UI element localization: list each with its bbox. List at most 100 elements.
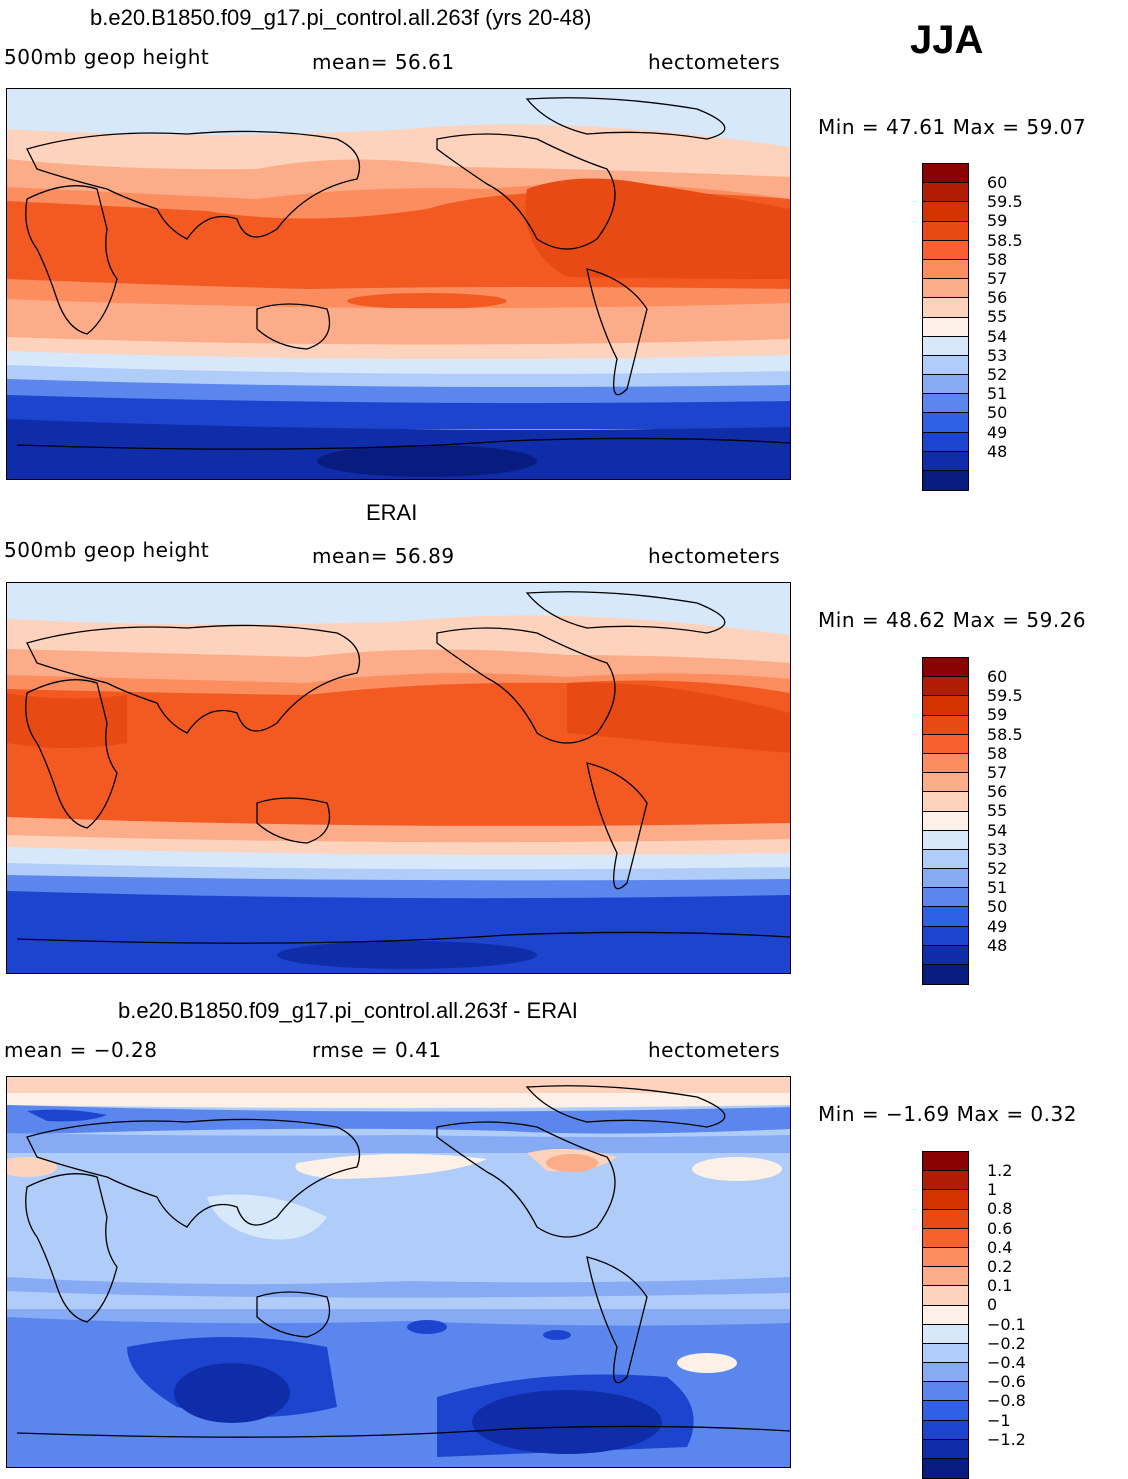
colorbar-swatch bbox=[923, 183, 968, 203]
colorbar-tick-label: 1 bbox=[987, 1180, 998, 1200]
panel2-minmax: Min = 48.62 Max = 59.26 bbox=[818, 608, 1087, 632]
panel3-units-label: hectometers bbox=[648, 1038, 781, 1062]
colorbar-swatch bbox=[923, 1247, 968, 1268]
colorbar-swatch bbox=[923, 888, 968, 908]
colorbar-tick-label: 60 bbox=[987, 173, 1008, 192]
colorbar-swatch bbox=[923, 965, 968, 985]
colorbar-swatch bbox=[923, 1382, 968, 1402]
panel1-map bbox=[6, 88, 791, 480]
colorbar-swatch bbox=[923, 811, 968, 831]
panel2-coastlines bbox=[16, 591, 790, 944]
colorbar-tick-label: 56 bbox=[987, 288, 1008, 308]
colorbar-swatch bbox=[923, 1343, 968, 1364]
colorbar-tick-label: 59 bbox=[987, 211, 1008, 231]
colorbar-tick-label: 0.1 bbox=[987, 1276, 1013, 1296]
colorbar-swatch bbox=[923, 849, 968, 870]
colorbar-tick-label: 58 bbox=[987, 743, 1008, 763]
panel3-map-svg bbox=[7, 1077, 790, 1467]
colorbar-swatch bbox=[923, 830, 968, 850]
colorbar-tick-label: 59.5 bbox=[987, 192, 1023, 212]
colorbar-tick-label: 54 bbox=[987, 820, 1008, 840]
colorbar-swatch bbox=[923, 1286, 968, 1306]
colorbar-tick-label: 59 bbox=[987, 705, 1008, 725]
colorbar-swatch bbox=[923, 773, 968, 793]
colorbar-swatch bbox=[923, 1420, 968, 1440]
colorbar-tick-label: 58.5 bbox=[987, 724, 1023, 744]
colorbar-tick-label: 55 bbox=[987, 307, 1008, 327]
colorbar-swatch bbox=[923, 1190, 968, 1210]
panel3-rmse-label: rmse = 0.41 bbox=[312, 1038, 442, 1062]
colorbar-tick-label: −0.1 bbox=[987, 1314, 1026, 1334]
colorbar-swatch bbox=[923, 715, 968, 735]
panel1-map-svg bbox=[7, 89, 790, 479]
colorbar-swatch bbox=[923, 1305, 968, 1325]
colorbar-swatch bbox=[923, 658, 968, 678]
colorbar-tick-label: 49 bbox=[987, 422, 1008, 442]
colorbar-tick-label: 48 bbox=[987, 935, 1008, 955]
colorbar-tick-label: 51 bbox=[987, 384, 1008, 404]
panel1-mean-label: mean= 56.61 bbox=[312, 50, 455, 74]
panel3-minmax: Min = −1.69 Max = 0.32 bbox=[818, 1102, 1077, 1126]
colorbar-tick-label: −0.2 bbox=[987, 1333, 1026, 1353]
colorbar-swatch bbox=[923, 1152, 968, 1172]
season-label: JJA bbox=[910, 18, 984, 62]
colorbar-tick-label: 58.5 bbox=[987, 230, 1023, 250]
colorbar-tick-label: 54 bbox=[987, 326, 1008, 346]
colorbar-swatch bbox=[923, 394, 968, 414]
colorbar-swatch bbox=[923, 1459, 968, 1479]
panel3-title: b.e20.B1850.f09_g17.pi_control.all.263f … bbox=[118, 998, 578, 1023]
colorbar-tick-label: 58 bbox=[987, 249, 1008, 269]
panel2-map bbox=[6, 582, 791, 974]
colorbar-swatch bbox=[923, 753, 968, 774]
colorbar-swatch bbox=[923, 279, 968, 299]
colorbar-tick-label: 0.2 bbox=[987, 1257, 1013, 1276]
colorbar-swatch bbox=[923, 336, 968, 356]
colorbar-swatch bbox=[923, 696, 968, 716]
colorbar-swatch bbox=[923, 677, 968, 697]
colorbar-swatch bbox=[923, 1439, 968, 1459]
colorbar-tick-label: 50 bbox=[987, 403, 1008, 423]
colorbar-swatch bbox=[923, 945, 968, 965]
panel3-colorbar bbox=[922, 1151, 969, 1479]
colorbar-swatch bbox=[923, 734, 968, 754]
colorbar-tick-label: 0 bbox=[987, 1295, 998, 1315]
colorbar-tick-label: 0.6 bbox=[987, 1218, 1013, 1238]
colorbar-swatch bbox=[923, 355, 968, 376]
colorbar-swatch bbox=[923, 926, 968, 946]
colorbar-tick-label: 60 bbox=[987, 667, 1008, 686]
panel1-colorbar bbox=[922, 163, 969, 492]
colorbar-swatch bbox=[923, 869, 968, 889]
colorbar-swatch bbox=[923, 1171, 968, 1191]
colorbar-tick-label: 53 bbox=[987, 345, 1008, 365]
colorbar-tick-label: 55 bbox=[987, 801, 1008, 821]
panel3-mean-label: mean = −0.28 bbox=[4, 1038, 158, 1062]
panel1-coastlines bbox=[16, 97, 790, 450]
colorbar-tick-label: −0.4 bbox=[987, 1353, 1026, 1372]
colorbar-tick-label: 57 bbox=[987, 269, 1008, 288]
colorbar-tick-label: 50 bbox=[987, 897, 1008, 917]
colorbar-swatch bbox=[923, 1228, 968, 1248]
colorbar-tick-label: 59.5 bbox=[987, 686, 1023, 706]
colorbar-swatch bbox=[923, 240, 968, 260]
panel3-coastlines bbox=[16, 1085, 790, 1438]
panel2-units-label: hectometers bbox=[648, 544, 781, 568]
colorbar-tick-label: −0.8 bbox=[987, 1391, 1026, 1411]
colorbar-swatch bbox=[923, 259, 968, 280]
colorbar-swatch bbox=[923, 1267, 968, 1287]
colorbar-tick-label: 0.4 bbox=[987, 1237, 1013, 1257]
colorbar-swatch bbox=[923, 375, 968, 395]
colorbar-tick-label: −0.6 bbox=[987, 1372, 1026, 1392]
colorbar-tick-label: 52 bbox=[987, 859, 1008, 878]
colorbar-swatch bbox=[923, 451, 968, 471]
colorbar-tick-label: 48 bbox=[987, 441, 1008, 461]
colorbar-swatch bbox=[923, 1209, 968, 1229]
colorbar-tick-label: 52 bbox=[987, 365, 1008, 384]
colorbar-tick-label: 0.8 bbox=[987, 1199, 1013, 1219]
colorbar-swatch bbox=[923, 432, 968, 452]
panel2-mean-label: mean= 56.89 bbox=[312, 544, 455, 568]
panel3-map bbox=[6, 1076, 791, 1468]
colorbar-tick-label: 53 bbox=[987, 839, 1008, 859]
colorbar-swatch bbox=[923, 907, 968, 927]
panel1-units-label: hectometers bbox=[648, 50, 781, 74]
colorbar-swatch bbox=[923, 202, 968, 222]
